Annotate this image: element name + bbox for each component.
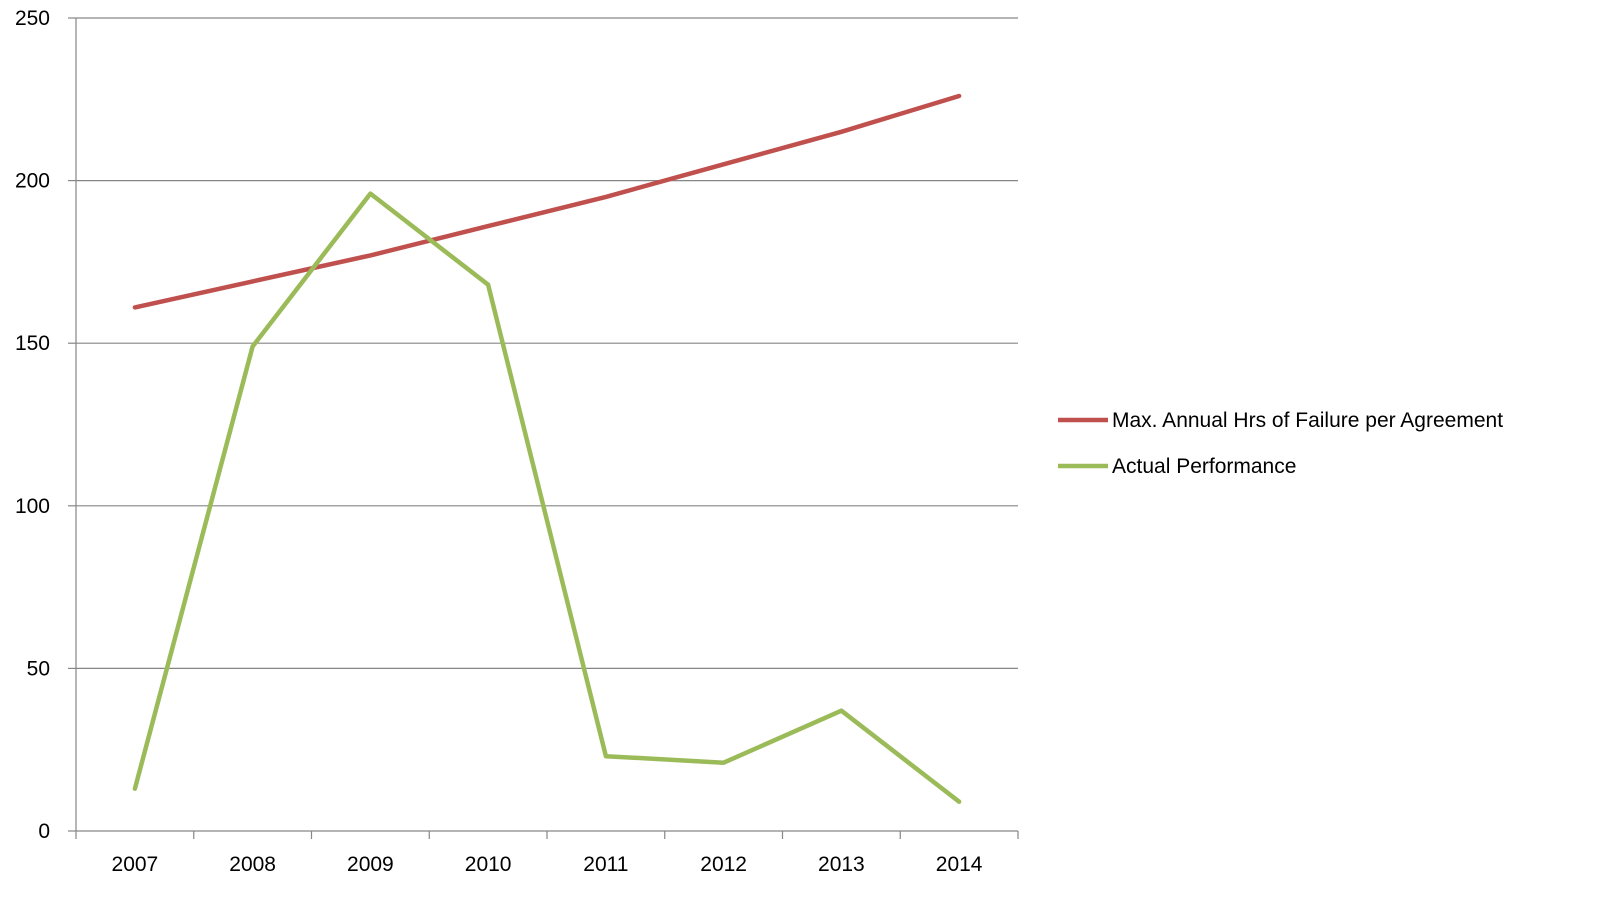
legend-label-1: Max. Annual Hrs of Failure per Agreement <box>1112 409 1503 432</box>
x-tick-label: 2007 <box>112 853 159 876</box>
y-tick-label: 250 <box>15 7 50 30</box>
y-tick-label: 50 <box>27 657 50 680</box>
axes <box>68 17 1019 839</box>
gridlines <box>76 17 1018 670</box>
y-tick-label: 200 <box>15 170 50 193</box>
y-tick-label: 100 <box>15 495 50 518</box>
x-tick-label: 2012 <box>700 853 747 876</box>
x-axis-tick-labels: 2007 2008 2009 2010 2011 2012 2013 2014 <box>112 853 983 876</box>
legend-label-2: Actual Performance <box>1112 455 1296 478</box>
legend: Max. Annual Hrs of Failure per Agreement… <box>1058 409 1503 478</box>
series-line-2 <box>132 191 962 804</box>
x-tick-label: 2008 <box>229 853 276 876</box>
x-tick-label: 2010 <box>465 853 512 876</box>
y-tick-label: 150 <box>15 332 50 355</box>
series-lines <box>132 93 962 804</box>
x-tick-label: 2013 <box>818 853 865 876</box>
y-tick-label: 0 <box>38 820 50 843</box>
x-tick-label: 2014 <box>936 853 983 876</box>
series-line-1 <box>132 93 962 310</box>
x-tick-label: 2009 <box>347 853 394 876</box>
x-tick-label: 2011 <box>583 853 628 876</box>
y-axis-tick-labels: 0 50 100 150 200 250 <box>15 7 50 843</box>
